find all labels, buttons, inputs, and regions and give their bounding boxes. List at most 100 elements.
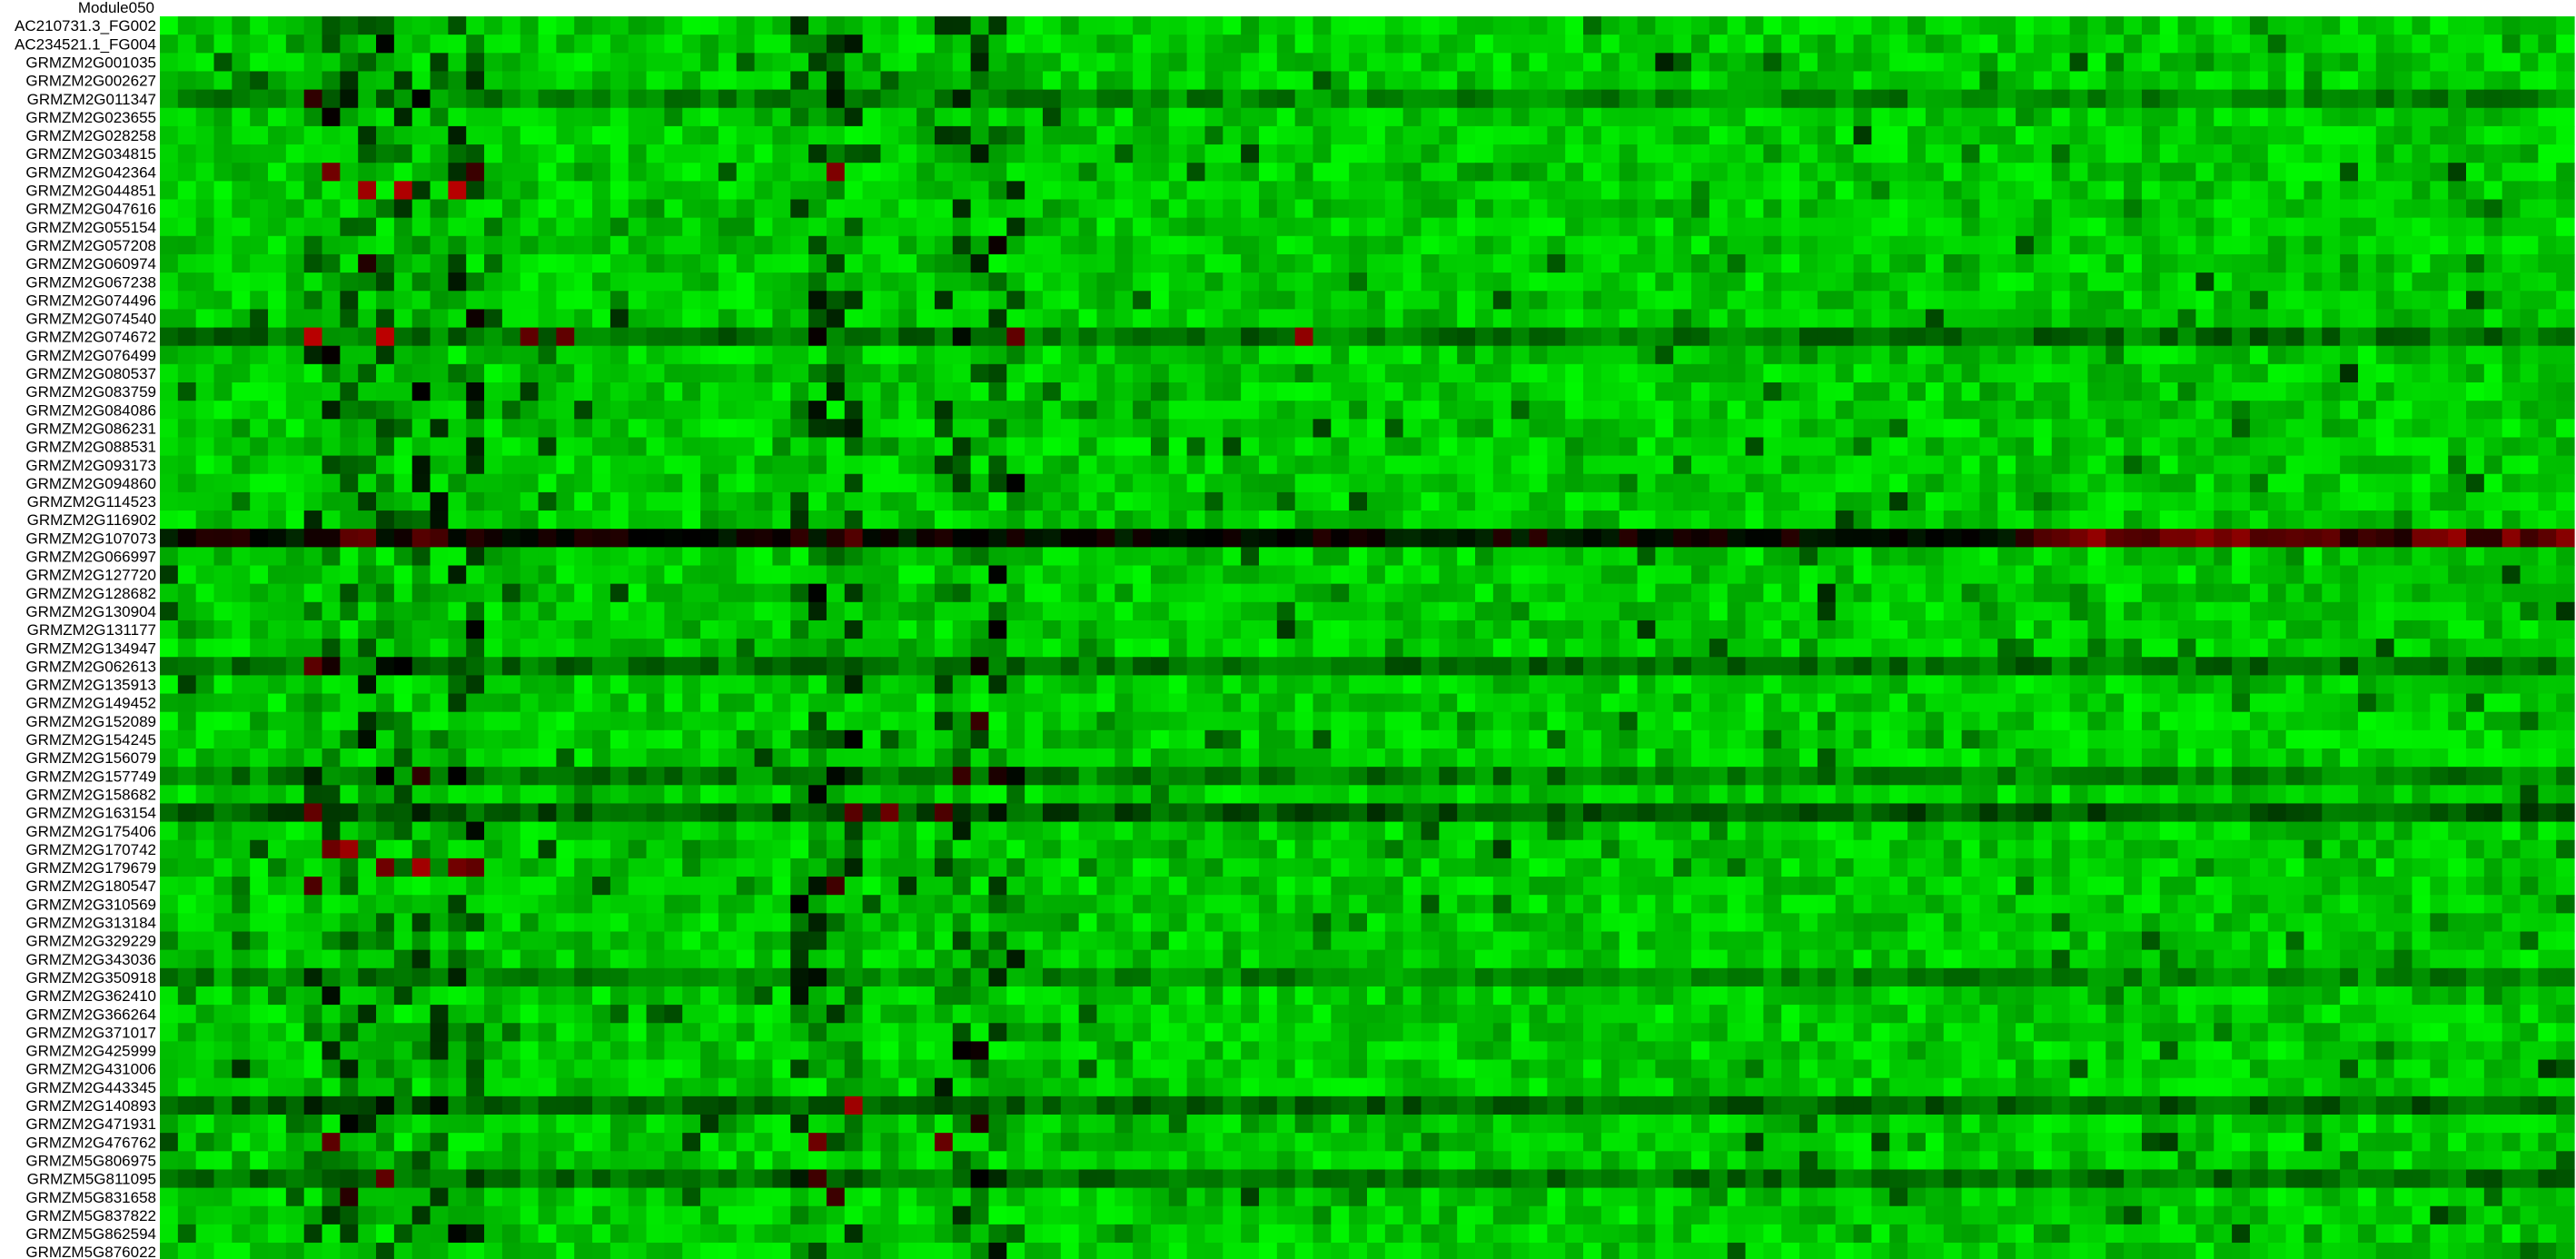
heatmap-cell xyxy=(1421,382,1440,401)
heatmap-cell xyxy=(1619,455,1639,475)
heatmap-cell xyxy=(1835,620,1855,639)
heatmap-cell xyxy=(1204,565,1224,585)
heatmap-cell xyxy=(2177,53,2197,73)
heatmap-cell xyxy=(1529,181,1548,201)
heatmap-cell xyxy=(2556,217,2575,237)
heatmap-cell xyxy=(2322,53,2341,73)
heatmap-cell xyxy=(2141,144,2161,164)
heatmap-cell xyxy=(538,327,557,347)
heatmap-cell xyxy=(556,583,575,603)
heatmap-cell xyxy=(2177,291,2197,310)
heatmap-cell xyxy=(1619,71,1639,91)
heatmap-cell xyxy=(1060,309,1080,329)
heatmap-cell xyxy=(1276,144,1296,164)
heatmap-cell xyxy=(2448,491,2467,511)
heatmap-cell xyxy=(1025,583,1044,603)
heatmap-cell xyxy=(2448,181,2467,201)
heatmap-cell xyxy=(1223,401,1242,420)
heatmap-cell xyxy=(177,620,197,639)
heatmap-cell xyxy=(2538,363,2557,383)
heatmap-cell xyxy=(1457,345,1476,365)
heatmap-cell xyxy=(736,235,756,255)
heatmap-cell xyxy=(1943,345,1963,365)
heatmap-cell xyxy=(2357,363,2377,383)
heatmap-cell xyxy=(1276,199,1296,219)
heatmap-cell xyxy=(448,217,467,237)
heatmap-cell xyxy=(1223,217,1242,237)
heatmap-cell xyxy=(1150,675,1170,695)
heatmap-cell xyxy=(1600,345,1620,365)
heatmap-cell xyxy=(736,382,756,401)
heatmap-cell xyxy=(1529,455,1548,475)
heatmap-cell xyxy=(1961,491,1981,511)
heatmap-cell xyxy=(736,309,756,329)
heatmap-cell xyxy=(322,473,341,493)
heatmap-cell xyxy=(2304,89,2323,109)
heatmap-cell xyxy=(556,455,575,475)
heatmap-cell xyxy=(1313,199,1332,219)
heatmap-cell xyxy=(1276,327,1296,347)
heatmap-cell xyxy=(322,309,341,329)
heatmap-cell xyxy=(1384,163,1404,182)
heatmap-cell xyxy=(754,547,774,567)
heatmap-cell xyxy=(808,363,827,383)
heatmap-cell xyxy=(1600,71,1620,91)
heatmap-cell xyxy=(844,657,864,676)
heatmap-cell xyxy=(1402,547,1422,567)
heatmap-cell xyxy=(1781,217,1800,237)
heatmap-cell xyxy=(2177,35,2197,54)
heatmap-cell xyxy=(609,583,629,603)
heatmap-cell xyxy=(2124,363,2143,383)
heatmap-cell xyxy=(303,181,323,201)
heatmap-cell xyxy=(1799,639,1818,658)
heatmap-cell xyxy=(2304,529,2323,548)
heatmap-cell xyxy=(1115,217,1134,237)
heatmap-cell xyxy=(1907,529,1927,548)
heatmap-cell xyxy=(1331,382,1350,401)
heatmap-cell xyxy=(628,565,648,585)
heatmap-cell xyxy=(1781,639,1800,658)
heatmap-cell xyxy=(1241,309,1260,329)
heatmap-cell xyxy=(1907,511,1927,530)
heatmap-cell xyxy=(2538,473,2557,493)
heatmap-cell xyxy=(1835,253,1855,273)
heatmap-cell xyxy=(393,53,413,73)
heatmap-cell xyxy=(1042,601,1062,621)
heatmap-cell xyxy=(1997,601,2016,621)
heatmap-cell xyxy=(160,657,179,676)
heatmap-cell xyxy=(1781,565,1800,585)
heatmap-cell xyxy=(1727,217,1747,237)
heatmap-cell xyxy=(2285,363,2305,383)
heatmap-cell xyxy=(2016,309,2035,329)
heatmap-cell xyxy=(2465,291,2485,310)
heatmap-cell xyxy=(880,53,899,73)
heatmap-cell xyxy=(520,657,540,676)
heatmap-cell xyxy=(1907,107,1927,127)
heatmap-cell xyxy=(160,639,179,658)
heatmap-cell xyxy=(808,291,827,310)
heatmap-cell xyxy=(1186,235,1206,255)
heatmap-cell xyxy=(664,273,683,292)
heatmap-cell xyxy=(1223,71,1242,91)
heatmap-cell xyxy=(1853,511,1873,530)
heatmap-cell xyxy=(1133,382,1152,401)
heatmap-cell xyxy=(808,401,827,420)
heatmap-cell xyxy=(1186,675,1206,695)
heatmap-cell xyxy=(466,547,485,567)
heatmap-cell xyxy=(1925,547,1945,567)
heatmap-cell xyxy=(1600,235,1620,255)
heatmap-cell xyxy=(1313,565,1332,585)
heatmap-cell xyxy=(2249,657,2269,676)
heatmap-cell xyxy=(1745,71,1764,91)
heatmap-cell xyxy=(826,53,846,73)
heatmap-cell xyxy=(952,455,972,475)
heatmap-cell xyxy=(2556,491,2575,511)
heatmap-cell xyxy=(2448,107,2467,127)
heatmap-cell xyxy=(1060,601,1080,621)
heatmap-cell xyxy=(682,657,701,676)
heatmap-cell xyxy=(2465,309,2485,329)
heatmap-cell xyxy=(2249,547,2269,567)
heatmap-cell xyxy=(1060,291,1080,310)
heatmap-cell xyxy=(1096,309,1115,329)
heatmap-cell xyxy=(970,657,990,676)
